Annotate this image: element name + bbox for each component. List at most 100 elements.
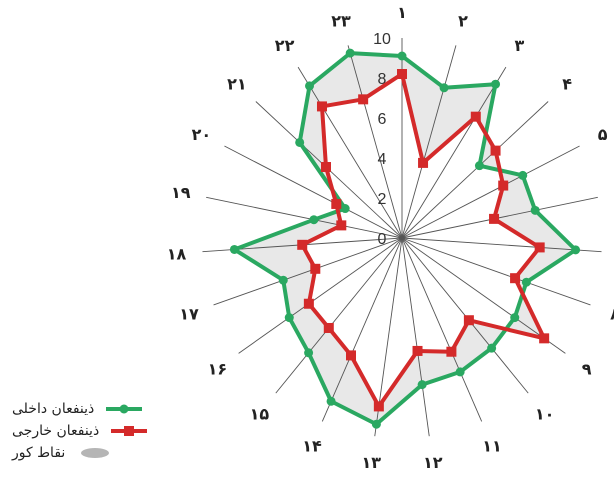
data-point-external (373, 401, 384, 412)
data-point-internal (530, 205, 540, 215)
tick-label: 4 (378, 151, 387, 168)
spoke-line (238, 237, 403, 354)
spoke-line (401, 237, 602, 253)
spoke-line (401, 145, 580, 239)
data-point-internal (510, 313, 520, 323)
tick-label: 2 (378, 191, 387, 208)
spoke-line (401, 101, 549, 239)
series-layer (229, 48, 581, 429)
blind-spot-area (309, 53, 364, 107)
blind-spot-area (308, 327, 352, 402)
category-label: ۱۲ (423, 453, 443, 472)
blind-spot-area (376, 350, 423, 425)
spoke-line (401, 237, 483, 422)
tick-label: 0 (378, 231, 387, 248)
category-label: ۱۹ (171, 183, 191, 202)
data-point-internal (571, 245, 581, 255)
category-label: ۱۷ (179, 305, 199, 324)
category-label: ۲ (458, 11, 468, 30)
spoke-line (297, 66, 403, 239)
data-point-external (534, 242, 545, 253)
blind-spot-area (350, 53, 402, 100)
blind-spot-area (234, 219, 342, 250)
data-point-external (539, 333, 550, 344)
tick-label: 10 (373, 31, 391, 48)
blind-spot-area (423, 84, 496, 163)
data-point-internal (397, 51, 407, 61)
category-label: ۵ (598, 125, 608, 144)
blind-spot-area (234, 244, 316, 281)
category-label: ۴ (562, 75, 572, 94)
spoke-line (224, 145, 403, 239)
category-label: ۱۱ (482, 436, 502, 455)
category-label: ۳ (515, 36, 525, 55)
category-label: ۹ (582, 359, 592, 378)
data-point-internal (474, 161, 484, 171)
category-label: ۱۳ (361, 453, 381, 472)
data-point-external (412, 345, 423, 356)
category-label: ۲۱ (227, 75, 247, 94)
data-point-external (303, 298, 314, 309)
tick-label: 8 (378, 71, 387, 88)
data-point-external (316, 101, 327, 112)
spoke-line (321, 237, 403, 422)
data-point-internal (439, 83, 449, 93)
data-point-internal (345, 48, 355, 58)
data-point-internal (326, 396, 336, 406)
data-point-external (470, 111, 481, 122)
radial-tick-labels: 0 2 4 6 8 10 (373, 31, 391, 248)
blind-spot-area (479, 150, 523, 186)
data-point-external (489, 213, 500, 224)
category-label: ۱۶ (208, 359, 228, 378)
data-point-internal (295, 137, 305, 147)
data-point-internal (278, 275, 288, 285)
legend-label-external: ذینفعان خارجی (12, 423, 100, 439)
legend-swatch-internal (104, 402, 144, 416)
legend-swatch-blind-spots (75, 446, 115, 460)
legend-item-blind-spots: نقاط کور (12, 442, 202, 464)
category-label: ۱۵ (250, 404, 270, 423)
data-point-external (310, 263, 321, 274)
spoke-line (401, 237, 591, 306)
legend-label-internal: ذینفعان داخلی (12, 401, 95, 417)
data-point-external (498, 180, 509, 191)
legend-item-internal: ذینفعان داخلی (12, 398, 202, 420)
data-point-internal (371, 419, 381, 429)
category-label: ۲۰ (192, 125, 212, 144)
data-point-internal (304, 348, 314, 358)
data-point-external (510, 273, 521, 284)
blind-spots-layer (234, 53, 576, 425)
data-point-internal (417, 380, 427, 390)
data-point-external (320, 162, 331, 173)
data-point-internal (455, 367, 465, 377)
spoke-line (347, 45, 403, 239)
data-point-internal (229, 244, 239, 254)
legend-label-blind-spots: نقاط کور (12, 445, 66, 461)
data-point-external (418, 157, 429, 168)
blind-spot-area (417, 350, 461, 385)
category-label: ۸ (610, 305, 614, 324)
spoke-line (401, 237, 430, 437)
data-point-external (323, 322, 334, 333)
data-point-internal (518, 170, 528, 180)
blind-spot-area (494, 210, 576, 250)
data-point-external (446, 346, 457, 357)
spoke-line (275, 237, 403, 394)
category-label: ۱۸ (167, 244, 187, 263)
legend-item-external: ذینفعان خارجی (12, 420, 202, 442)
data-point-internal (340, 204, 350, 214)
spoke-line (401, 196, 598, 239)
data-point-external (297, 239, 308, 250)
category-label: ۱۰ (535, 404, 555, 423)
data-point-external (346, 350, 357, 361)
data-point-external (397, 69, 407, 79)
data-point-external (336, 220, 347, 231)
category-label: ۱۴ (302, 436, 322, 455)
legend: ذینفعان داخلی ذینفعان خارجی نقاط کور (12, 398, 202, 464)
blind-spot-area (515, 247, 576, 283)
category-label: ۲۳ (331, 11, 351, 30)
spoke-line (401, 66, 507, 239)
data-point-internal (521, 277, 531, 287)
category-labels: ۱۲۳۴۵۶۷۸۹۱۰۱۱۱۲۱۳۱۴۱۵۱۶۱۷۱۸۱۹۲۰۲۱۲۲۲۳ (167, 3, 614, 472)
